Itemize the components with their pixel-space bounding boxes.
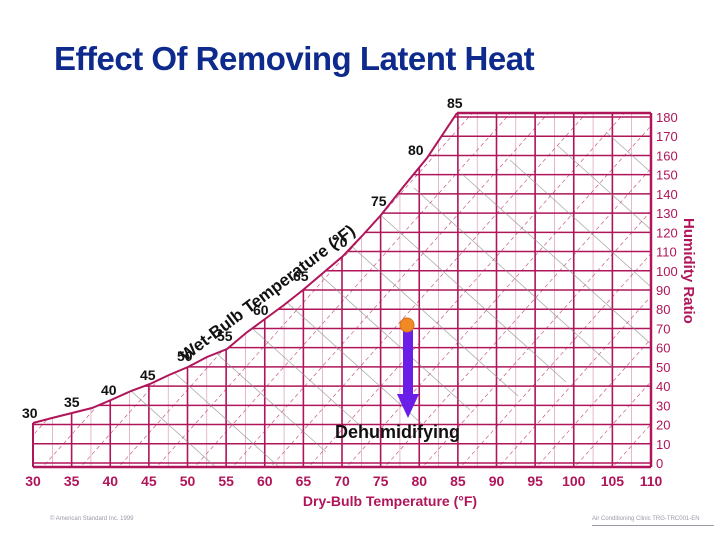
x-tick-label: 100 bbox=[562, 473, 586, 489]
x-tick-label: 110 bbox=[640, 473, 663, 489]
y-tick-label: 160 bbox=[656, 148, 678, 163]
y-tick-label: 50 bbox=[656, 360, 670, 375]
wet-bulb-tick-label: 50 bbox=[177, 348, 193, 364]
y-tick-label: 60 bbox=[656, 341, 670, 356]
process-label: Dehumidifying bbox=[335, 422, 460, 442]
wet-bulb-tick-label: 80 bbox=[408, 142, 424, 158]
x-tick-label: 75 bbox=[373, 473, 389, 489]
y-axis-label: Humidity Ratio bbox=[680, 218, 697, 324]
y-tick-label: 140 bbox=[656, 187, 678, 202]
wet-bulb-tick-label: 40 bbox=[101, 382, 117, 398]
x-tick-label: 60 bbox=[257, 473, 273, 489]
wet-bulb-tick-label: 55 bbox=[217, 328, 233, 344]
x-tick-label: 50 bbox=[180, 473, 196, 489]
y-tick-label: 30 bbox=[656, 398, 670, 413]
y-tick-label: 40 bbox=[656, 379, 670, 394]
wet-bulb-tick-label: 35 bbox=[64, 394, 80, 410]
y-tick-label: 100 bbox=[656, 264, 678, 279]
wet-bulb-labels: 30 35 40 45 50 55 60 65 70 75 80 85 bbox=[22, 95, 463, 421]
y-tick-label: 80 bbox=[656, 302, 670, 317]
wet-bulb-tick-label: 60 bbox=[253, 302, 269, 318]
dehumidifying-arrow bbox=[397, 330, 419, 418]
y-tick-label: 70 bbox=[656, 321, 670, 336]
page-title: Effect Of Removing Latent Heat bbox=[54, 40, 535, 77]
wet-bulb-tick-label: 85 bbox=[447, 95, 463, 111]
x-tick-label: 55 bbox=[218, 473, 234, 489]
copyright-text: © American Standard Inc. 1999 bbox=[50, 516, 134, 522]
saturation-curve bbox=[32, 111, 653, 469]
x-tick-label: 80 bbox=[411, 473, 427, 489]
wet-bulb-tick-label: 70 bbox=[332, 234, 348, 250]
state-point bbox=[399, 317, 415, 333]
x-tick-label: 85 bbox=[450, 473, 466, 489]
wet-bulb-tick-label: 30 bbox=[22, 405, 38, 421]
y-tick-label: 170 bbox=[656, 129, 678, 144]
wet-bulb-tick-label: 45 bbox=[140, 367, 156, 383]
y-tick-label: 0 bbox=[656, 456, 663, 471]
y-tick-label: 180 bbox=[656, 110, 678, 125]
x-tick-label: 65 bbox=[296, 473, 312, 489]
y-tick-label: 120 bbox=[656, 225, 678, 240]
x-tick-label: 70 bbox=[334, 473, 350, 489]
y-tick-label: 10 bbox=[656, 437, 670, 452]
wet-bulb-tick-label: 75 bbox=[371, 193, 387, 209]
x-tick-label: 45 bbox=[141, 473, 157, 489]
x-tick-label: 35 bbox=[64, 473, 80, 489]
y-tick-label: 90 bbox=[656, 283, 670, 298]
y-tick-label: 130 bbox=[656, 206, 678, 221]
x-axis-ticks: 30 35 40 45 50 55 60 65 70 75 80 85 90 95 100 105 110 bbox=[25, 473, 662, 489]
x-tick-label: 105 bbox=[601, 473, 625, 489]
wet-bulb-axis-label: Wet-Bulb Temperature (°F) bbox=[176, 221, 358, 365]
y-tick-label: 20 bbox=[656, 418, 670, 433]
x-tick-label: 90 bbox=[489, 473, 505, 489]
y-axis-ticks: 0 10 20 30 40 50 60 70 80 90 100 110 120 130 140 150 160… bbox=[656, 110, 678, 471]
x-tick-label: 30 bbox=[25, 473, 41, 489]
course-code-text: Air Conditioning Clinic TRG-TRC001-EN bbox=[592, 516, 714, 526]
x-tick-label: 95 bbox=[527, 473, 543, 489]
y-tick-label: 110 bbox=[656, 245, 677, 260]
y-tick-label: 150 bbox=[656, 168, 678, 183]
wet-bulb-tick-label: 65 bbox=[293, 268, 309, 284]
x-axis-label: Dry-Bulb Temperature (°F) bbox=[303, 493, 477, 509]
x-tick-label: 40 bbox=[102, 473, 118, 489]
